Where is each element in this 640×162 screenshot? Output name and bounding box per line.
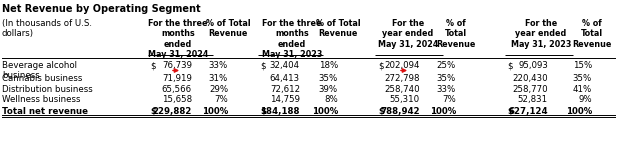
- Text: 202,094: 202,094: [385, 61, 420, 70]
- Text: 39%: 39%: [319, 85, 338, 94]
- Text: For the
year ended
May 31, 2024: For the year ended May 31, 2024: [378, 19, 438, 49]
- Text: $: $: [378, 61, 383, 70]
- Text: 7%: 7%: [214, 95, 228, 104]
- Text: 71,919: 71,919: [162, 74, 192, 83]
- Text: 55,310: 55,310: [390, 95, 420, 104]
- Text: (In thousands of U.S.
dollars): (In thousands of U.S. dollars): [2, 19, 92, 38]
- Text: Total net revenue: Total net revenue: [2, 107, 88, 116]
- Text: 15%: 15%: [573, 61, 592, 70]
- Text: 32,404: 32,404: [270, 61, 300, 70]
- Text: 15,658: 15,658: [162, 95, 192, 104]
- Text: 627,124: 627,124: [508, 107, 548, 116]
- Text: 9%: 9%: [579, 95, 592, 104]
- Text: 100%: 100%: [429, 107, 456, 116]
- Text: Cannabis business: Cannabis business: [2, 74, 83, 83]
- Text: $: $: [260, 61, 266, 70]
- Text: 64,413: 64,413: [270, 74, 300, 83]
- Text: 788,942: 788,942: [380, 107, 420, 116]
- Text: $: $: [260, 107, 266, 116]
- Text: 35%: 35%: [319, 74, 338, 83]
- Text: 220,430: 220,430: [513, 74, 548, 83]
- Text: % of
Total
Revenue: % of Total Revenue: [572, 19, 612, 49]
- Text: For the three
months
ended
May 31, 2023: For the three months ended May 31, 2023: [262, 19, 322, 59]
- Text: 18%: 18%: [319, 61, 338, 70]
- Text: Net Revenue by Operating Segment: Net Revenue by Operating Segment: [2, 4, 200, 14]
- Text: 35%: 35%: [573, 74, 592, 83]
- Text: $: $: [150, 61, 156, 70]
- Text: 258,740: 258,740: [385, 85, 420, 94]
- Text: 184,188: 184,188: [260, 107, 300, 116]
- Text: 95,093: 95,093: [518, 61, 548, 70]
- Text: % of Total
Revenue: % of Total Revenue: [316, 19, 360, 38]
- Text: 7%: 7%: [442, 95, 456, 104]
- Text: 76,739: 76,739: [162, 61, 192, 70]
- Text: % of
Total
Revenue: % of Total Revenue: [436, 19, 476, 49]
- Text: 52,831: 52,831: [518, 95, 548, 104]
- Text: 72,612: 72,612: [270, 85, 300, 94]
- Text: 272,798: 272,798: [385, 74, 420, 83]
- Text: 35%: 35%: [436, 74, 456, 83]
- Text: $: $: [507, 61, 513, 70]
- Text: 29%: 29%: [209, 85, 228, 94]
- Text: 14,759: 14,759: [270, 95, 300, 104]
- Text: % of Total
Revenue: % of Total Revenue: [205, 19, 250, 38]
- Text: $: $: [150, 107, 156, 116]
- Text: $: $: [378, 107, 384, 116]
- Text: 41%: 41%: [573, 85, 592, 94]
- Text: Beverage alcohol
business: Beverage alcohol business: [2, 61, 77, 80]
- Text: 100%: 100%: [312, 107, 338, 116]
- Text: 100%: 100%: [566, 107, 592, 116]
- Text: $: $: [507, 107, 513, 116]
- Text: 31%: 31%: [209, 74, 228, 83]
- Text: For the three
months
ended
May 31, 2024: For the three months ended May 31, 2024: [148, 19, 208, 59]
- Text: 258,770: 258,770: [513, 85, 548, 94]
- Text: For the
year ended
May 31, 2023: For the year ended May 31, 2023: [511, 19, 571, 49]
- Text: Wellness business: Wellness business: [2, 95, 81, 104]
- Text: 229,882: 229,882: [152, 107, 192, 116]
- Text: Distribution business: Distribution business: [2, 85, 93, 94]
- Text: 33%: 33%: [436, 85, 456, 94]
- Text: 33%: 33%: [209, 61, 228, 70]
- Text: 100%: 100%: [202, 107, 228, 116]
- Text: 25%: 25%: [436, 61, 456, 70]
- Text: 65,566: 65,566: [162, 85, 192, 94]
- Text: 8%: 8%: [324, 95, 338, 104]
